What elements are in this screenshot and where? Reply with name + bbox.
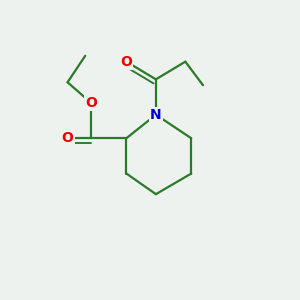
Text: O: O [85, 96, 97, 110]
Text: O: O [121, 55, 132, 69]
Text: N: N [150, 108, 162, 122]
Text: O: O [61, 131, 74, 145]
